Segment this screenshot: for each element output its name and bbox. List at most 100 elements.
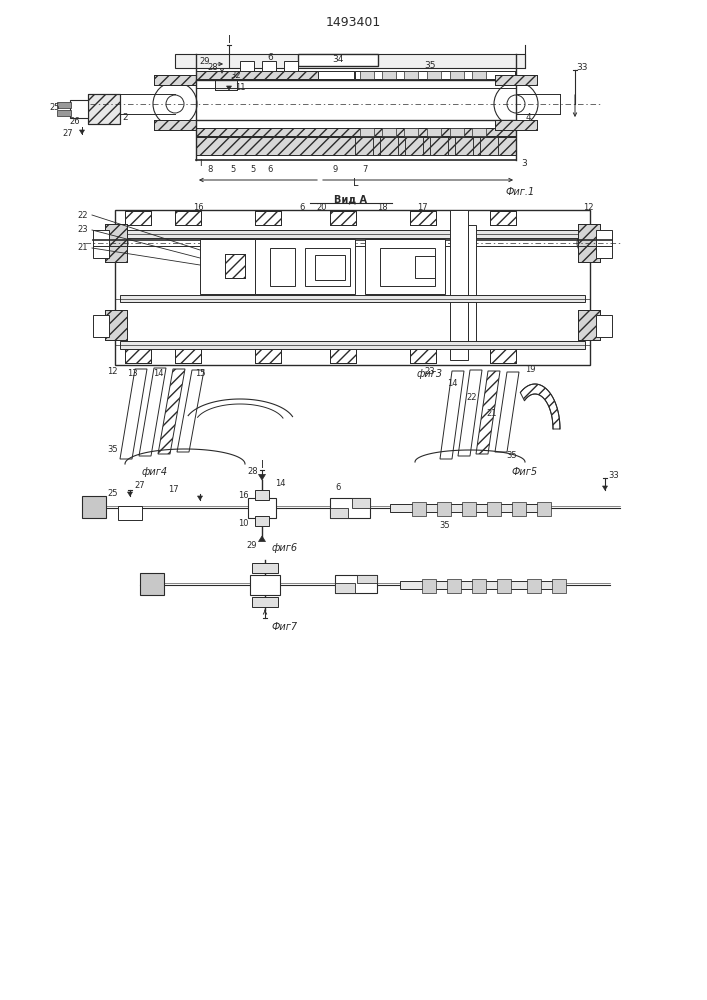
Bar [330,508,348,518]
Text: 28: 28 [247,468,258,477]
Bar [154,75,196,85]
Bar [578,310,600,340]
Polygon shape [79,130,85,134]
Bar [196,128,516,136]
Polygon shape [259,536,266,542]
Bar [410,349,436,363]
Bar [335,583,355,593]
Text: 21: 21 [78,243,88,252]
Bar [404,71,418,79]
Text: 13: 13 [127,369,137,378]
Text: 9: 9 [332,165,338,174]
Text: 29: 29 [199,56,210,66]
Bar [154,120,196,130]
Bar [355,71,515,79]
Text: Фиг7: Фиг7 [272,622,298,632]
Text: 35: 35 [440,522,450,530]
Bar [125,211,151,225]
Bar [125,211,151,225]
Text: I: I [199,158,201,167]
Text: 8: 8 [207,165,213,174]
Bar [225,254,245,278]
Bar [537,502,551,516]
Text: 16: 16 [193,202,204,212]
Bar [495,75,537,85]
Text: 15: 15 [194,369,205,378]
Bar [240,61,254,71]
Bar [250,575,280,595]
Bar [196,137,516,155]
Bar [382,71,396,79]
Bar [462,502,476,516]
Bar [412,502,426,516]
Bar [450,71,464,79]
Bar [490,211,516,225]
Bar [196,71,516,79]
Bar [490,211,516,225]
Text: 35: 35 [107,444,118,454]
Bar [200,239,255,294]
Bar [437,502,451,516]
Text: 12: 12 [107,367,117,376]
Bar [430,137,448,155]
Bar [415,256,435,278]
Text: 35: 35 [507,452,518,460]
Bar [105,310,127,340]
Bar [93,315,109,337]
Bar [175,54,525,68]
Bar [410,211,436,225]
Bar [495,120,537,130]
Text: 17: 17 [416,202,427,212]
Bar [125,349,151,363]
Bar [70,100,88,118]
Bar [330,211,356,225]
Bar [472,128,486,136]
Text: 10: 10 [238,518,248,528]
Text: Вид А: Вид А [334,195,366,205]
Bar [490,349,516,363]
Bar [120,230,585,238]
Text: 33: 33 [576,62,588,72]
Bar [255,211,281,225]
Text: 17: 17 [168,486,178,494]
Bar [480,137,498,155]
Bar [495,120,537,130]
Bar [315,255,345,280]
Bar [125,349,151,363]
Bar [596,315,612,337]
Bar [330,349,356,363]
Text: 29: 29 [247,540,257,550]
Text: 16: 16 [238,490,248,499]
Bar [352,498,370,508]
Text: 21: 21 [486,410,497,418]
Text: 25: 25 [49,103,60,111]
Polygon shape [259,474,266,480]
Bar [88,94,120,124]
Bar [578,224,600,262]
Text: 32: 32 [230,72,241,81]
Bar [298,54,378,66]
Bar [455,137,473,155]
Text: 14: 14 [275,480,285,488]
Bar [578,310,600,340]
Text: 14: 14 [447,379,457,388]
Text: 23: 23 [77,226,88,234]
Bar [88,94,120,124]
Bar [447,579,461,593]
Bar [252,597,278,607]
Bar [360,128,374,136]
Bar [120,295,585,302]
Bar [215,74,237,90]
Bar [410,349,436,363]
Text: 28: 28 [208,62,218,72]
Text: 23: 23 [425,367,436,376]
Bar [380,248,435,286]
Bar [120,341,585,349]
Bar [390,504,550,512]
Polygon shape [127,492,132,496]
Text: L: L [354,178,358,188]
Bar [255,349,281,363]
Bar [154,75,196,85]
Polygon shape [226,86,231,90]
Text: 6: 6 [267,165,273,174]
